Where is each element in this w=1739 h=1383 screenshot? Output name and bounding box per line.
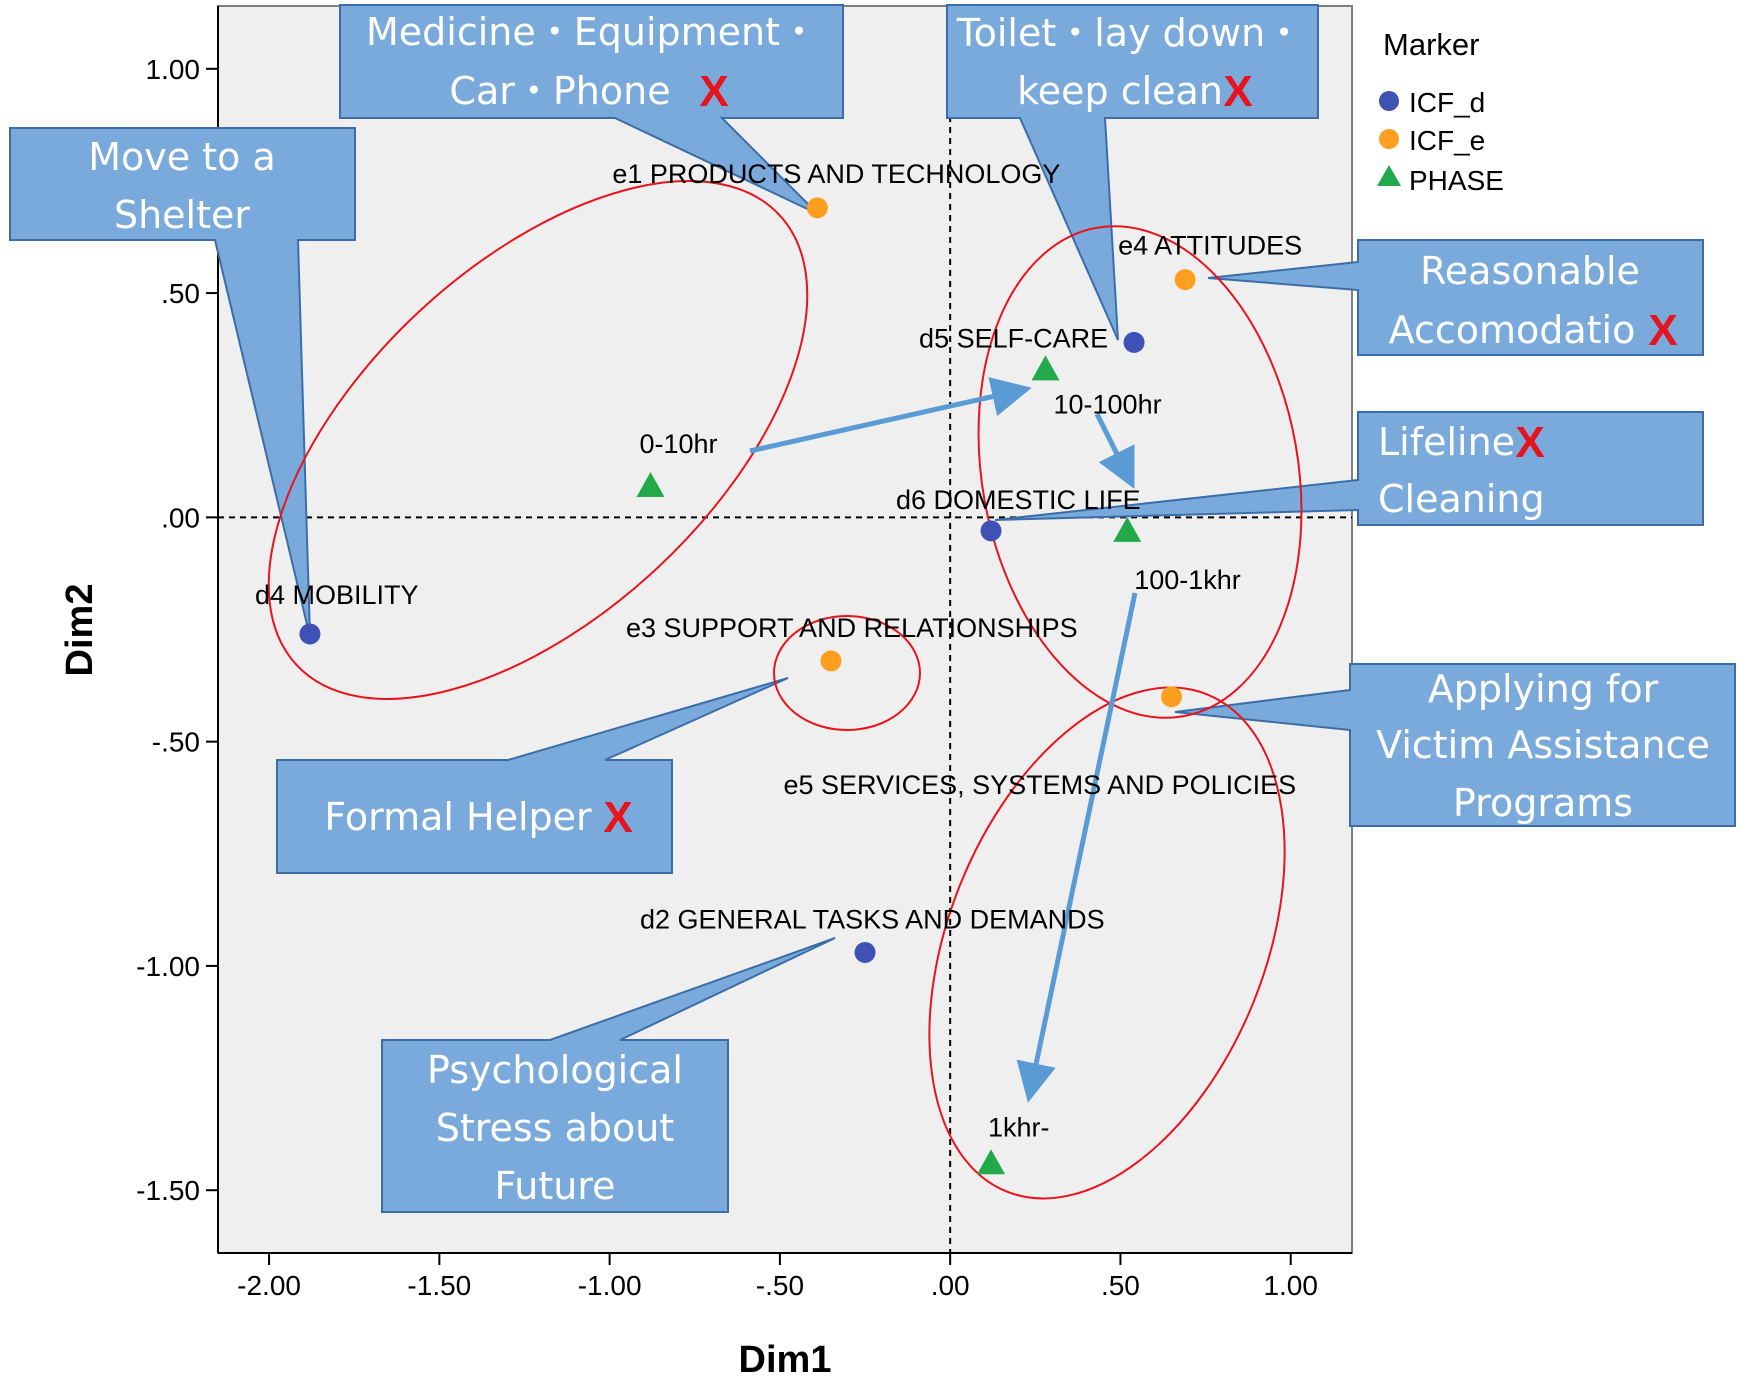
- point-label-10-100hr: 10-100hr: [1054, 389, 1162, 419]
- point-label-e3-support-and-relationships: e3 SUPPORT AND RELATIONSHIPS: [626, 613, 1078, 643]
- x-tick-label: -2.00: [237, 1270, 301, 1301]
- callout-box-toilet: [946, 4, 1319, 341]
- legend: Marker ICF_d ICF_e PHASE: [1377, 27, 1504, 196]
- ellipse-services-general: [928, 686, 1286, 1200]
- reference-lines: [218, 6, 1352, 1253]
- callout-formal-line1: Formal Helper: [324, 795, 592, 839]
- point-e5-services-systems-and-policies: [1161, 686, 1183, 708]
- callout-reasonable-x: X: [1648, 306, 1677, 355]
- point-label-100-1khr: 100-1khr: [1134, 565, 1241, 595]
- cluster-ellipses: [267, 180, 1303, 1200]
- legend-label-icf-e: ICF_e: [1409, 125, 1485, 156]
- callout-box-psych: [381, 937, 836, 1213]
- arrow-phase-1-2: [749, 377, 1032, 454]
- x-tick-label: .00: [931, 1270, 970, 1301]
- legend-label-icf-d: ICF_d: [1409, 87, 1485, 118]
- point-d4-mobility: [299, 623, 321, 645]
- point-label-1khr: 1khr-: [988, 1112, 1050, 1142]
- y-tick-label: .00: [161, 502, 200, 533]
- point-e1-products-and-technology: [806, 197, 828, 219]
- point-label-d6-domestic-life: d6 DOMESTIC LIFE: [896, 485, 1141, 515]
- callout-psych-line2: Stress about: [436, 1106, 675, 1150]
- point-10-100hr: [1031, 355, 1060, 381]
- point-label-e5-services-systems-and-policies: e5 SERVICES, SYSTEMS AND POLICIES: [784, 770, 1297, 800]
- point-d5-self-care: [1123, 331, 1145, 353]
- callout-lifeline-x: X: [1515, 418, 1544, 467]
- callout-reasonable-line1: Reasonable: [1420, 249, 1640, 293]
- y-tick-label: .50: [161, 278, 200, 309]
- point-e4-attitudes: [1174, 269, 1196, 291]
- callout-medicine-x: X: [699, 67, 728, 116]
- y-tick-label: 1.00: [146, 54, 201, 85]
- callout-psych-line3: Future: [494, 1164, 615, 1208]
- callout-box-lifeline: [994, 411, 1704, 526]
- legend-marker-icf-d: [1379, 91, 1399, 111]
- arrow-phase-3-4: [1016, 592, 1138, 1103]
- callout-toilet-line2: keep clean: [1017, 69, 1223, 113]
- point-d2-general-tasks-and-demands: [854, 941, 876, 963]
- ellipse-mobility-products: [267, 180, 809, 700]
- callout-medicine-line1: Medicine・Equipment・: [366, 10, 818, 54]
- point-label-d4-mobility: d4 MOBILITY: [255, 580, 419, 610]
- x-tick-label: 1.00: [1263, 1270, 1318, 1301]
- callout-box-reasonable: [1207, 239, 1704, 356]
- callout-box-victim: [1174, 663, 1736, 827]
- callout-box-shelter: [9, 127, 356, 638]
- point-100-1khr: [1113, 516, 1142, 542]
- point-0-10hr: [636, 471, 665, 497]
- callouts: Medicine・Equipment・ Car・Phone X Toilet・l…: [9, 4, 1736, 1213]
- y-tick-label: -.50: [152, 727, 200, 758]
- arrow-phase-2-3: [1094, 412, 1135, 489]
- x-tick-label: -1.00: [578, 1270, 642, 1301]
- callout-victim-line3: Programs: [1453, 781, 1633, 825]
- point-label-d5-self-care: d5 SELF-CARE: [919, 323, 1108, 353]
- callout-shelter-line1: Move to a: [88, 135, 276, 179]
- callout-medicine-line2: Car・Phone: [449, 69, 670, 113]
- point-1khr: [977, 1149, 1006, 1175]
- y-tick-label: -1.00: [136, 951, 200, 982]
- point-e3-support-and-relationships: [820, 650, 842, 672]
- callout-victim-line2: Victim Assistance: [1376, 723, 1710, 767]
- ellipse-support: [773, 615, 921, 731]
- legend-label-phase: PHASE: [1409, 165, 1504, 196]
- x-axis-title: Dim1: [739, 1339, 832, 1381]
- point-label-d2-general-tasks-and-demands: d2 GENERAL TASKS AND DEMANDS: [640, 904, 1105, 934]
- legend-marker-phase: [1377, 165, 1401, 186]
- callout-formal-x: X: [603, 793, 632, 842]
- callout-lifeline-line2: Cleaning: [1378, 477, 1545, 521]
- callout-toilet-line1: Toilet・lay down・: [956, 11, 1303, 55]
- callout-shelter-line2: Shelter: [114, 193, 250, 237]
- x-tick-label: -.50: [756, 1270, 804, 1301]
- y-axis-title: Dim2: [59, 584, 101, 677]
- callout-reasonable-line2: Accomodatio: [1389, 308, 1636, 352]
- y-tick-label: -1.50: [136, 1175, 200, 1206]
- callout-box-medicine: [339, 4, 844, 215]
- point-d6-domestic-life: [980, 520, 1002, 542]
- data-points: [299, 197, 1196, 1175]
- callout-psych-line1: Psychological: [427, 1048, 683, 1092]
- x-tick-label: -1.50: [407, 1270, 471, 1301]
- point-label-e1-products-and-technology: e1 PRODUCTS AND TECHNOLOGY: [612, 159, 1060, 189]
- callout-victim-line1: Applying for: [1428, 667, 1659, 711]
- x-tick-label: .50: [1101, 1270, 1140, 1301]
- ellipse-selfcare-domestic: [977, 225, 1303, 719]
- callout-lifeline-line1: Lifeline: [1378, 420, 1515, 464]
- point-label-0-10hr: 0-10hr: [639, 429, 717, 459]
- callout-toilet-x: X: [1223, 67, 1252, 116]
- phase-arrows: [749, 377, 1138, 1103]
- legend-title: Marker: [1383, 27, 1479, 62]
- callout-box-formal: [276, 677, 789, 874]
- point-labels: d4 MOBILITY d5 SELF-CARE d6 DOMESTIC LIFE d…: [255, 159, 1302, 1142]
- point-label-e4-attitudes: e4 ATTITUDES: [1118, 231, 1302, 261]
- legend-marker-icf-e: [1379, 129, 1399, 149]
